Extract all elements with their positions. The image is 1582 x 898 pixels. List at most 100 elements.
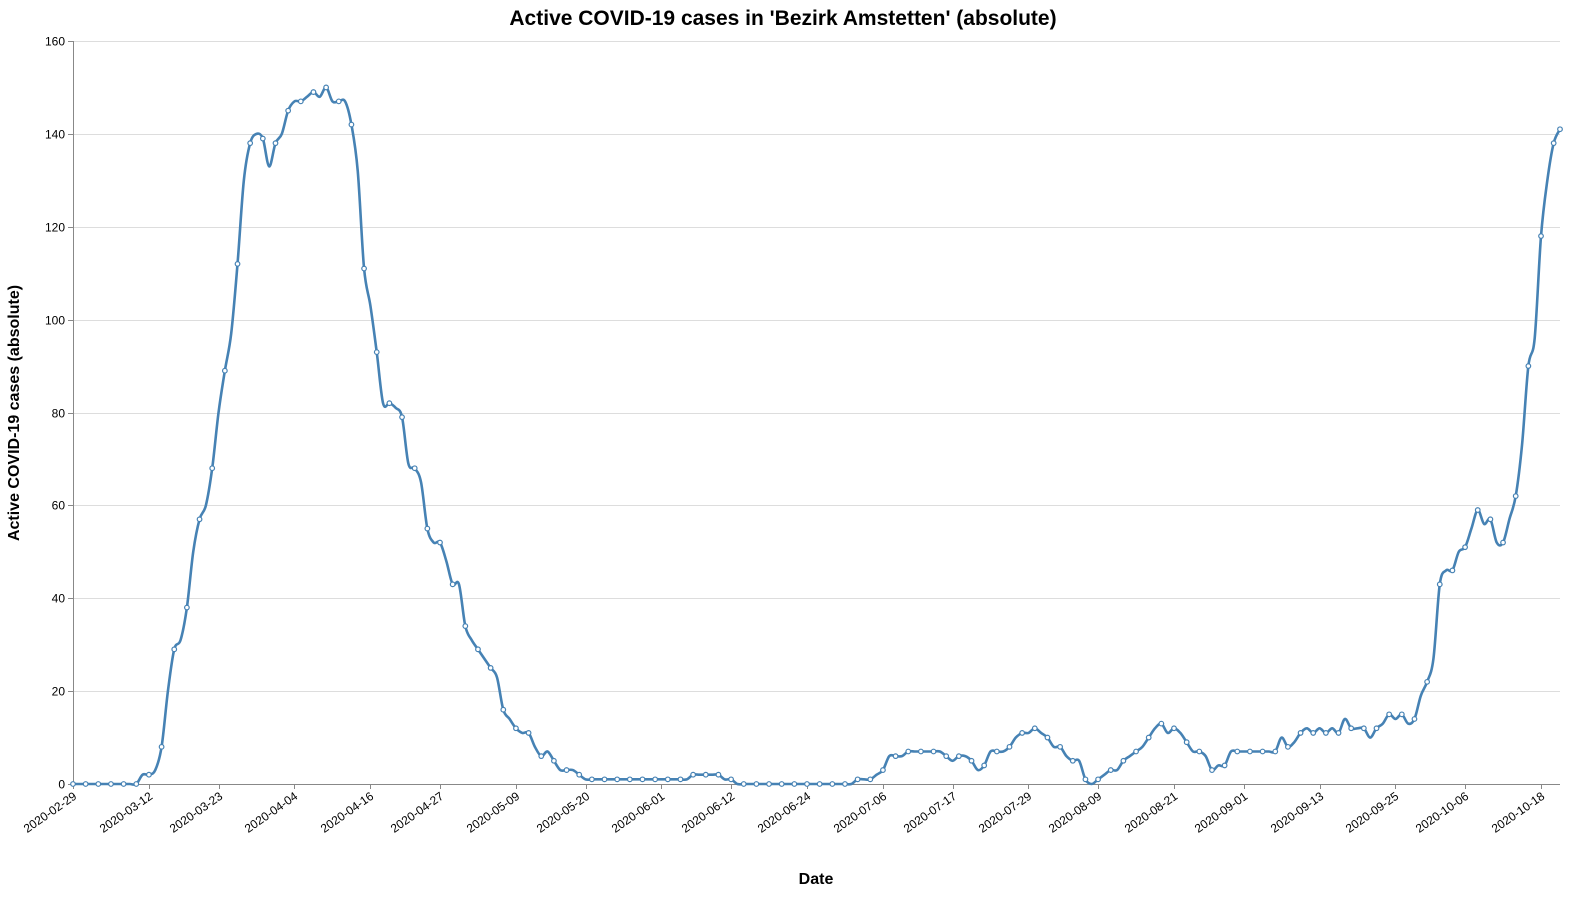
data-point[interactable] [259, 135, 266, 142]
data-point[interactable] [196, 516, 203, 523]
data-point[interactable] [234, 261, 241, 267]
data-point[interactable] [146, 771, 152, 778]
data-point[interactable] [133, 781, 140, 787]
data-point[interactable] [1373, 725, 1380, 732]
data-point[interactable] [424, 525, 431, 532]
data-point[interactable] [1234, 748, 1241, 755]
data-point[interactable] [588, 776, 595, 783]
data-point[interactable] [1322, 730, 1329, 736]
data-point[interactable] [335, 98, 342, 105]
data-point[interactable] [690, 771, 697, 778]
data-point[interactable] [791, 781, 798, 787]
data-point[interactable] [373, 349, 380, 356]
data-point[interactable] [1538, 233, 1544, 239]
data-point[interactable] [272, 140, 279, 147]
data-point[interactable] [1158, 720, 1165, 727]
data-point[interactable] [968, 757, 975, 764]
data-point[interactable] [1285, 743, 1291, 750]
data-point[interactable] [677, 776, 684, 783]
data-point[interactable] [108, 781, 114, 787]
data-point[interactable] [1107, 767, 1114, 773]
data-point[interactable] [576, 771, 583, 778]
data-point[interactable] [1221, 762, 1228, 769]
data-point[interactable] [1044, 734, 1051, 741]
data-point[interactable] [247, 140, 254, 147]
data-point[interactable] [1474, 507, 1481, 513]
data-point[interactable] [1500, 539, 1506, 546]
data-point[interactable] [639, 776, 646, 783]
data-point[interactable] [1550, 140, 1557, 147]
data-point[interactable] [500, 706, 507, 713]
data-point[interactable] [221, 367, 228, 374]
data-point[interactable] [664, 776, 671, 783]
data-point[interactable] [804, 781, 810, 787]
data-point[interactable] [563, 767, 570, 773]
data-point[interactable] [1310, 730, 1317, 736]
data-point[interactable] [1449, 567, 1456, 574]
data-point[interactable] [981, 762, 988, 769]
data-point[interactable] [1424, 678, 1431, 685]
data-point[interactable] [905, 748, 912, 755]
data-point[interactable] [1006, 743, 1013, 750]
data-point[interactable] [171, 646, 178, 653]
data-point[interactable] [1512, 493, 1519, 499]
data-point[interactable] [626, 776, 633, 783]
data-point[interactable] [943, 753, 950, 760]
data-point[interactable] [1272, 748, 1279, 755]
data-point[interactable] [1082, 776, 1089, 783]
data-point[interactable] [1462, 544, 1468, 551]
data-point[interactable] [411, 465, 418, 472]
data-point[interactable] [778, 781, 785, 787]
data-point[interactable] [816, 781, 823, 787]
data-point[interactable] [1386, 711, 1393, 718]
data-point[interactable] [1557, 126, 1563, 133]
data-point[interactable] [310, 89, 317, 95]
data-point[interactable] [82, 781, 89, 787]
data-point[interactable] [614, 776, 621, 783]
data-point[interactable] [1031, 725, 1038, 732]
data-point[interactable] [183, 604, 190, 611]
data-point[interactable] [601, 776, 608, 783]
data-point[interactable] [1095, 776, 1101, 783]
data-point[interactable] [158, 743, 165, 750]
data-point[interactable] [1297, 730, 1304, 736]
data-point[interactable] [829, 781, 836, 787]
data-point[interactable] [1348, 725, 1355, 732]
data-point[interactable] [1145, 734, 1152, 741]
data-point[interactable] [1360, 725, 1367, 732]
data-point[interactable] [1069, 757, 1076, 764]
data-point[interactable] [880, 767, 886, 773]
data-point[interactable] [1525, 363, 1532, 369]
data-point[interactable] [70, 781, 76, 787]
data-point[interactable] [525, 730, 532, 736]
data-point[interactable] [297, 98, 304, 105]
data-point[interactable] [449, 581, 456, 588]
data-point[interactable] [487, 665, 494, 671]
data-point[interactable] [1436, 581, 1443, 588]
data-point[interactable] [1133, 748, 1139, 755]
data-point[interactable] [652, 776, 659, 783]
data-point[interactable] [285, 107, 292, 114]
data-point[interactable] [1196, 748, 1203, 755]
data-point[interactable] [740, 781, 747, 787]
data-point[interactable] [1335, 730, 1342, 736]
data-point[interactable] [399, 414, 405, 421]
data-point[interactable] [918, 748, 924, 755]
data-point[interactable] [1183, 739, 1190, 746]
data-point[interactable] [955, 753, 962, 760]
data-point[interactable] [728, 776, 734, 783]
data-point[interactable] [766, 781, 772, 787]
data-point[interactable] [348, 121, 355, 128]
data-point[interactable] [475, 646, 481, 653]
data-point[interactable] [1057, 743, 1064, 750]
data-point[interactable] [1411, 716, 1418, 722]
data-point[interactable] [867, 776, 874, 783]
data-point[interactable] [1259, 748, 1266, 755]
data-point[interactable] [715, 771, 722, 778]
data-point[interactable] [95, 781, 102, 787]
data-point[interactable] [209, 465, 216, 472]
data-point[interactable] [1398, 711, 1405, 718]
data-point[interactable] [892, 753, 899, 760]
data-point[interactable] [1247, 748, 1253, 755]
data-point[interactable] [1019, 730, 1026, 736]
